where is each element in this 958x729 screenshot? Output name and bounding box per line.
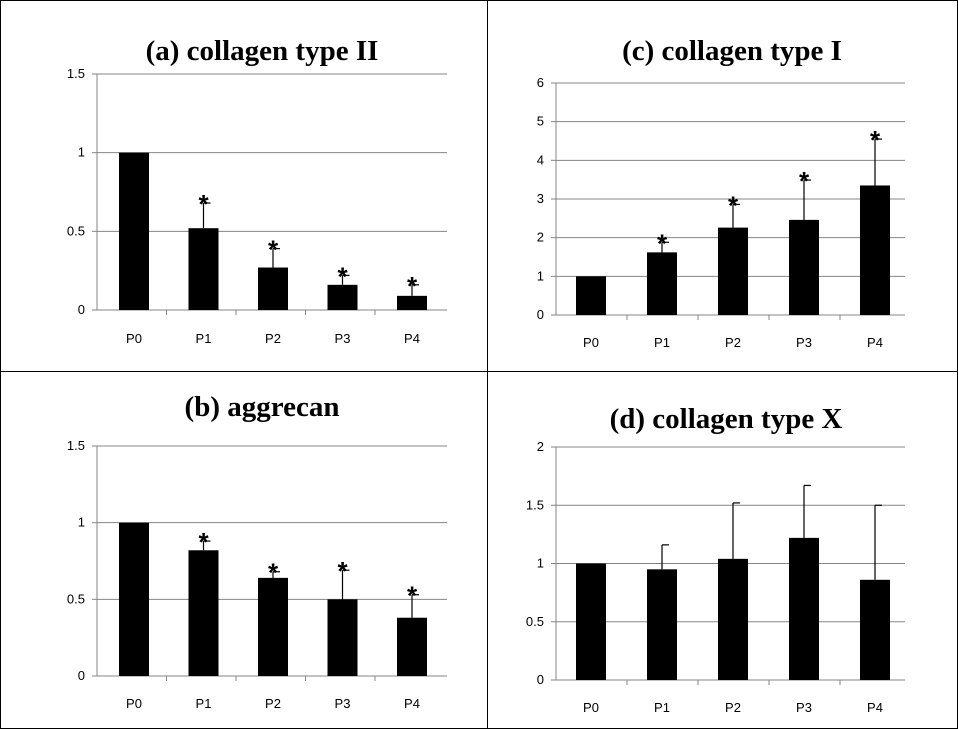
y-tick-label: 0.5 [526,614,544,629]
significance-marker: * [268,235,279,265]
bar [647,252,677,315]
chart-title: (a) collagen type II [146,35,379,67]
y-tick-label: 0.5 [67,591,85,606]
chart-aggrecan: (b) aggrecan 0 0.5 1 1.5 P0 * P1 * P2 * P3 * P4 [67,391,447,711]
bar [397,295,427,310]
y-tick-label: 1 [78,145,85,160]
x-tick-label: P1 [654,335,670,350]
significance-marker: * [799,166,810,196]
significance-marker: * [657,228,668,258]
significance-marker: * [198,527,209,557]
significance-marker: * [407,271,418,301]
x-tick-label: P0 [126,331,142,346]
x-tick-label: P3 [335,696,351,711]
bar [718,558,748,680]
y-tick-label: 1.5 [67,438,85,453]
bar [789,219,819,315]
x-tick-label: P2 [265,696,281,711]
bar [327,284,358,310]
y-tick-label: 1 [537,556,544,571]
x-tick-label: P4 [867,700,883,715]
y-tick-label: 1 [78,515,85,530]
chart-collagen-type-i: (c) collagen type I 0 1 2 3 4 5 6 P0 * P1 * P2 * P3 * P… [537,35,905,350]
bar [860,185,890,315]
y-tick-label: 6 [537,75,544,90]
bar [188,228,219,310]
x-tick-label: P1 [196,696,212,711]
x-tick-label: P2 [725,335,741,350]
y-tick-label: 0 [537,307,544,322]
y-tick-label: 2 [537,439,544,454]
bar [119,522,149,676]
y-tick-label: 4 [537,152,544,167]
y-tick-label: 1 [537,268,544,283]
y-tick-label: 0.5 [67,223,85,238]
significance-marker: * [407,581,418,611]
y-tick-label: 1.5 [67,66,85,81]
x-tick-label: P4 [404,696,420,711]
x-tick-label: P0 [583,700,599,715]
bar [258,267,288,310]
y-tick-label: 5 [537,114,544,129]
panel-a: (a) collagen type II 0 0.5 1 1.5 P0 * P1 * P2 * P3… [0,0,487,371]
x-tick-label: P3 [796,700,812,715]
panel-divider-vertical [487,0,488,729]
x-tick-label: P4 [404,331,420,346]
x-tick-label: P0 [126,696,142,711]
chart-title: (d) collagen type X [610,403,843,435]
panel-d: (d) collagen type X 0 0.5 1 1.5 2 P0 P1 P2 P3 P4 [488,372,958,729]
significance-marker: * [268,558,279,588]
y-tick-label: 2 [537,230,544,245]
y-tick-label: 0 [537,672,544,687]
bar [718,227,748,315]
significance-marker: * [337,261,348,291]
bar [397,617,427,676]
bar [188,550,219,676]
chart-collagen-type-ii: (a) collagen type II 0 0.5 1 1.5 P0 * P1 * P2 * P3… [67,35,447,346]
x-tick-label: P4 [867,335,883,350]
significance-marker: * [337,556,348,586]
x-tick-label: P3 [796,335,812,350]
bar [119,152,149,310]
bar [576,276,606,315]
significance-marker: * [198,189,209,219]
chart-collagen-type-x: (d) collagen type X 0 0.5 1 1.5 2 P0 P1 P2 P3 P4 [526,403,905,715]
x-tick-label: P2 [265,331,281,346]
x-tick-label: P2 [725,700,741,715]
bar [789,537,819,680]
bar [647,569,677,680]
x-tick-label: P0 [583,335,599,350]
chart-title: (b) aggrecan [185,391,340,423]
x-tick-label: P1 [196,331,212,346]
bar [576,563,606,680]
y-tick-label: 0 [78,302,85,317]
bar [327,599,358,676]
chart-title: (c) collagen type I [622,35,842,67]
significance-marker: * [870,125,881,155]
y-tick-label: 0 [78,668,85,683]
bar [258,577,288,676]
panel-b: (b) aggrecan 0 0.5 1 1.5 P0 * P1 * P2 * P3 * P4 [0,372,487,729]
significance-marker: * [728,190,739,220]
x-tick-label: P1 [654,700,670,715]
bar [860,579,890,680]
panel-divider-horizontal [0,371,958,372]
y-tick-label: 1.5 [526,497,544,512]
panel-c: (c) collagen type I 0 1 2 3 4 5 6 P0 * P1 * P2 * P3 * P… [488,0,958,371]
x-tick-label: P3 [335,331,351,346]
y-tick-label: 3 [537,191,544,206]
